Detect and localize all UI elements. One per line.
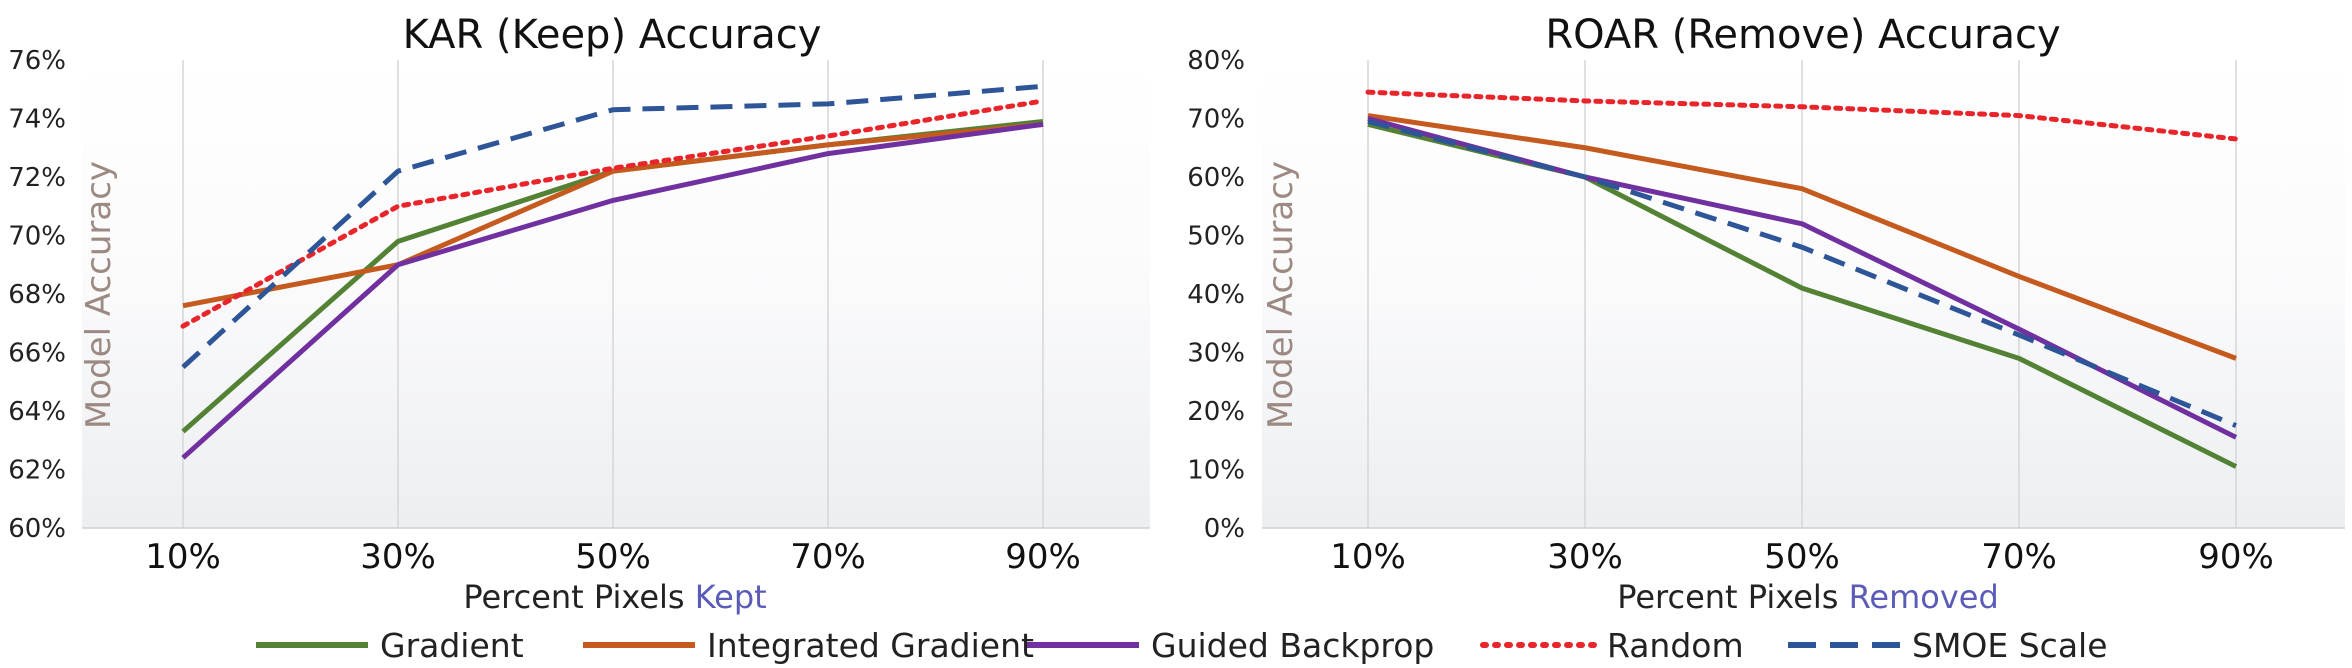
- kar-x-tick-label: 50%: [575, 537, 651, 577]
- roar-y-axis-label: Model Accuracy: [1261, 161, 1301, 429]
- kar-x-ticks: 10% 30% 50% 70% 90%: [145, 537, 1081, 577]
- kar-y-tick-label: 66%: [8, 339, 66, 369]
- roar-x-axis-label: Percent Pixels Removed: [1617, 578, 1999, 616]
- kar-y-tick-label: 74%: [8, 105, 66, 135]
- legend-label: Random: [1607, 626, 1744, 665]
- kar-y-tick-label: 64%: [8, 397, 66, 427]
- roar-x-axis-label-highlight: Removed: [1849, 578, 1999, 616]
- roar-x-tick-label: 30%: [1547, 537, 1623, 577]
- roar-x-tick-label: 70%: [1981, 537, 2057, 577]
- kar-chart-title: KAR (Keep) Accuracy: [403, 12, 822, 58]
- kar-x-tick-label: 90%: [1005, 537, 1081, 577]
- kar-series-lines: [180, 83, 1046, 460]
- roar-y-tick-label: 50%: [1187, 222, 1245, 252]
- kar-series-guided-backprop: [181, 121, 1044, 460]
- roar-chart-title: ROAR (Remove) Accuracy: [1545, 12, 2060, 58]
- kar-x-axis-label-highlight: Kept: [695, 578, 767, 616]
- legend: Gradient Integrated Gradient Guided Backpr…: [256, 626, 2108, 665]
- roar-x-ticks: 10% 30% 50% 70% 90%: [1330, 537, 2274, 577]
- kar-series-integrated-gradient: [182, 121, 1044, 309]
- kar-x-tick-label: 30%: [360, 537, 436, 577]
- roar-y-tick-label: 80%: [1187, 46, 1245, 76]
- kar-x-tick-label: 70%: [790, 537, 866, 577]
- legend-label: Integrated Gradient: [707, 626, 1034, 665]
- roar-x-axis-label-prefix: Percent Pixels: [1617, 578, 1838, 616]
- kar-y-tick-label: 70%: [8, 222, 66, 252]
- kar-x-axis-label-prefix: Percent Pixels: [463, 578, 684, 616]
- kar-y-tick-label: 72%: [8, 163, 66, 193]
- roar-x-tick-label: 50%: [1764, 537, 1840, 577]
- roar-y-ticks: 0% 10% 20% 30% 40% 50% 60% 70% 80%: [1187, 46, 1245, 544]
- kar-series-random: [180, 98, 1046, 329]
- roar-y-tick-label: 40%: [1187, 280, 1245, 310]
- kar-x-tick-label: 10%: [145, 537, 221, 577]
- roar-y-tick-label: 10%: [1187, 456, 1245, 486]
- legend-item-smoe-scale: SMOE Scale: [1788, 626, 2108, 665]
- kar-chart: 60% 62% 64% 66% 68% 70% 72% 74% 76% 10% 30% 50% 70%…: [8, 12, 1150, 616]
- legend-item-guided-backprop: Guided Backprop: [1027, 626, 1434, 665]
- legend-label: SMOE Scale: [1912, 626, 2108, 665]
- roar-gridlines: [1262, 60, 2345, 529]
- kar-y-tick-label: 62%: [8, 456, 66, 486]
- roar-x-tick-label: 90%: [2198, 537, 2274, 577]
- roar-series-lines: [1365, 89, 2239, 469]
- legend-item-random: Random: [1480, 626, 1744, 665]
- legend-item-gradient: Gradient: [256, 626, 524, 665]
- roar-y-tick-label: 20%: [1187, 397, 1245, 427]
- legend-item-integrated-gradient: Integrated Gradient: [583, 626, 1034, 665]
- roar-y-tick-label: 30%: [1187, 339, 1245, 369]
- kar-series-smoe-scale: [181, 83, 1044, 369]
- kar-y-tick-label: 60%: [8, 514, 66, 544]
- roar-plot-area: [1262, 60, 2345, 528]
- roar-series-random: [1365, 89, 2239, 142]
- kar-x-axis-label: Percent Pixels Kept: [463, 578, 766, 616]
- roar-series-integrated-gradient: [1367, 113, 2237, 361]
- legend-label: Gradient: [380, 626, 524, 665]
- legend-label: Guided Backprop: [1151, 626, 1434, 665]
- kar-gridlines: [82, 60, 1150, 529]
- kar-y-tick-label: 68%: [8, 280, 66, 310]
- roar-series-smoe-scale: [1367, 119, 2237, 428]
- kar-y-ticks: 60% 62% 64% 66% 68% 70% 72% 74% 76%: [8, 46, 66, 544]
- roar-y-tick-label: 60%: [1187, 163, 1245, 193]
- roar-x-tick-label: 10%: [1330, 537, 1406, 577]
- roar-chart: 0% 10% 20% 30% 40% 50% 60% 70% 80% 10% 30% 50% 70% 9…: [1187, 12, 2345, 616]
- roar-y-tick-label: 70%: [1187, 105, 1245, 135]
- roar-y-tick-label: 0%: [1204, 514, 1245, 544]
- kar-y-tick-label: 76%: [8, 46, 66, 76]
- kar-y-axis-label: Model Accuracy: [79, 161, 119, 429]
